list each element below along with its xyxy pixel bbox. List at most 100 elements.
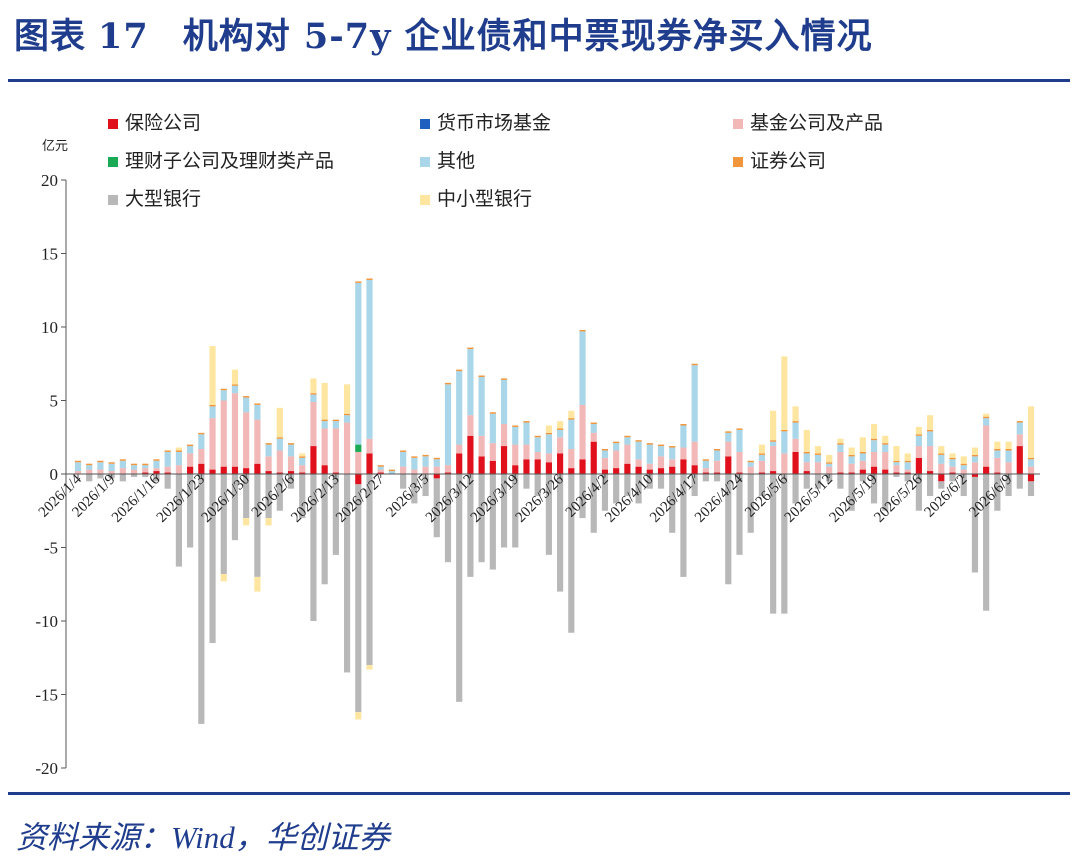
bar-segment	[893, 446, 900, 461]
bar-segment	[747, 474, 754, 533]
bar-segment	[792, 438, 799, 452]
bar-segment	[826, 462, 833, 464]
bar-segment	[523, 459, 530, 474]
bar-segment	[231, 474, 239, 541]
bar-segment	[792, 474, 799, 504]
bar-segment	[456, 474, 463, 702]
figure-number: 17	[98, 16, 149, 57]
bar-segment	[680, 474, 687, 577]
bar-segment	[366, 474, 373, 666]
bar-segment	[848, 454, 855, 457]
bar-segment	[669, 474, 676, 533]
bar-segment	[557, 428, 564, 430]
legend-label: 保险公司	[125, 112, 201, 134]
bottom-rule	[8, 792, 1070, 795]
bar-segment	[489, 413, 496, 444]
bar-segment	[624, 463, 631, 474]
bar-segment	[287, 471, 295, 474]
bar-segment	[949, 474, 956, 482]
bar-segment	[814, 454, 822, 463]
bar-segment	[915, 426, 922, 435]
bar-segment	[893, 462, 900, 466]
bar-segment	[254, 576, 261, 592]
bar-segment	[209, 404, 216, 407]
bar-segment	[837, 451, 844, 473]
bar-segment	[882, 474, 889, 511]
bar-segment	[983, 418, 990, 426]
bar-segment	[142, 465, 149, 469]
bar-segment	[130, 474, 138, 477]
bar-segment	[321, 474, 328, 585]
bar-segment	[747, 466, 754, 474]
bar-segment	[725, 432, 732, 442]
bar-segment	[870, 438, 878, 441]
bar-segment	[758, 474, 765, 497]
bar-segment	[725, 474, 732, 585]
bar-segment	[781, 356, 788, 430]
bar-segment	[568, 449, 575, 469]
bar-segment	[119, 460, 126, 469]
bar-segment	[299, 457, 306, 466]
bar-segment	[994, 474, 1001, 511]
bar-segment	[657, 444, 665, 447]
bar-segment	[153, 468, 160, 472]
bar-segment	[736, 428, 743, 430]
bar-segment	[960, 465, 967, 470]
bar-segment	[512, 426, 519, 445]
legend-label: 基金公司及产品	[750, 112, 883, 134]
bar-segment	[826, 454, 833, 463]
bar-segment	[534, 459, 541, 474]
bar-segment	[1016, 446, 1023, 474]
bar-segment	[770, 471, 777, 474]
bar-segment	[86, 463, 93, 466]
bar-segment	[534, 451, 541, 460]
bar-segment	[1027, 459, 1035, 467]
bar-segment	[209, 418, 216, 470]
bar-segment	[601, 449, 609, 451]
bar-segment	[299, 453, 306, 457]
bar-segment	[1016, 474, 1023, 489]
bar-segment	[590, 441, 597, 474]
bar-segment	[657, 474, 665, 489]
bar-segment	[725, 431, 732, 433]
legend-label: 其他	[437, 150, 475, 172]
bar-segment	[983, 425, 990, 467]
bar-segment	[512, 474, 519, 548]
bar-segment	[568, 468, 575, 474]
bar-segment	[467, 415, 474, 436]
bar-segment	[243, 412, 250, 469]
bar-segment	[927, 474, 934, 497]
bar-segment	[803, 462, 810, 472]
bar-segment	[355, 712, 362, 720]
bar-segment	[859, 437, 866, 452]
bar-segment	[803, 451, 810, 454]
bar-segment	[198, 432, 205, 435]
legend-swatch	[733, 157, 743, 167]
bar-segment	[691, 474, 698, 497]
bar-segment	[938, 463, 945, 474]
bar-segment	[545, 453, 552, 463]
bar-segment	[433, 459, 440, 467]
bar-segment	[489, 412, 496, 414]
bar-segment	[915, 434, 922, 436]
bar-segment	[713, 472, 721, 474]
bar-segment	[321, 421, 328, 429]
bar-segment	[725, 456, 732, 474]
bar-segment	[826, 463, 833, 467]
bar-segment	[74, 471, 82, 474]
bar-segment	[422, 454, 429, 457]
bar-segment	[265, 518, 272, 526]
bar-segment	[803, 429, 810, 452]
bar-segment	[590, 474, 597, 533]
bar-segment	[680, 459, 687, 474]
bar-segment	[837, 474, 844, 489]
bar-segment	[702, 472, 709, 474]
bar-segment	[220, 573, 227, 582]
bar-segment	[904, 462, 911, 470]
bar-segment	[736, 474, 743, 555]
bar-segment	[254, 474, 261, 577]
bar-segment	[220, 400, 227, 467]
bar-segment	[456, 371, 463, 445]
bar-segment	[310, 401, 317, 447]
